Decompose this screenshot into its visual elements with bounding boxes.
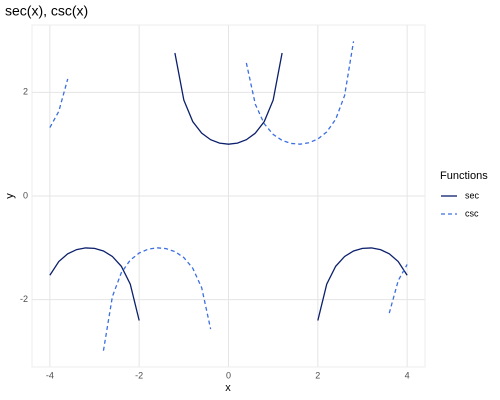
legend-label: csc [465, 208, 479, 218]
x-tick-label: 4 [405, 370, 410, 380]
x-tick-label: 0 [226, 370, 231, 380]
legend-label: sec [465, 190, 480, 200]
y-tick-label: -2 [20, 294, 28, 304]
x-tick-label: -2 [135, 370, 143, 380]
panel-border [31, 24, 426, 368]
chart-title: sec(x), csc(x) [5, 3, 88, 19]
legend-title: Functions [440, 170, 488, 182]
x-tick-label: -4 [46, 370, 54, 380]
x-tick-label: 2 [315, 370, 320, 380]
series-line [49, 52, 408, 321]
y-axis-title: y [4, 193, 16, 199]
y-tick-label: 0 [23, 190, 28, 200]
y-tick-label: 2 [23, 87, 28, 97]
x-axis-title: x [225, 382, 231, 394]
